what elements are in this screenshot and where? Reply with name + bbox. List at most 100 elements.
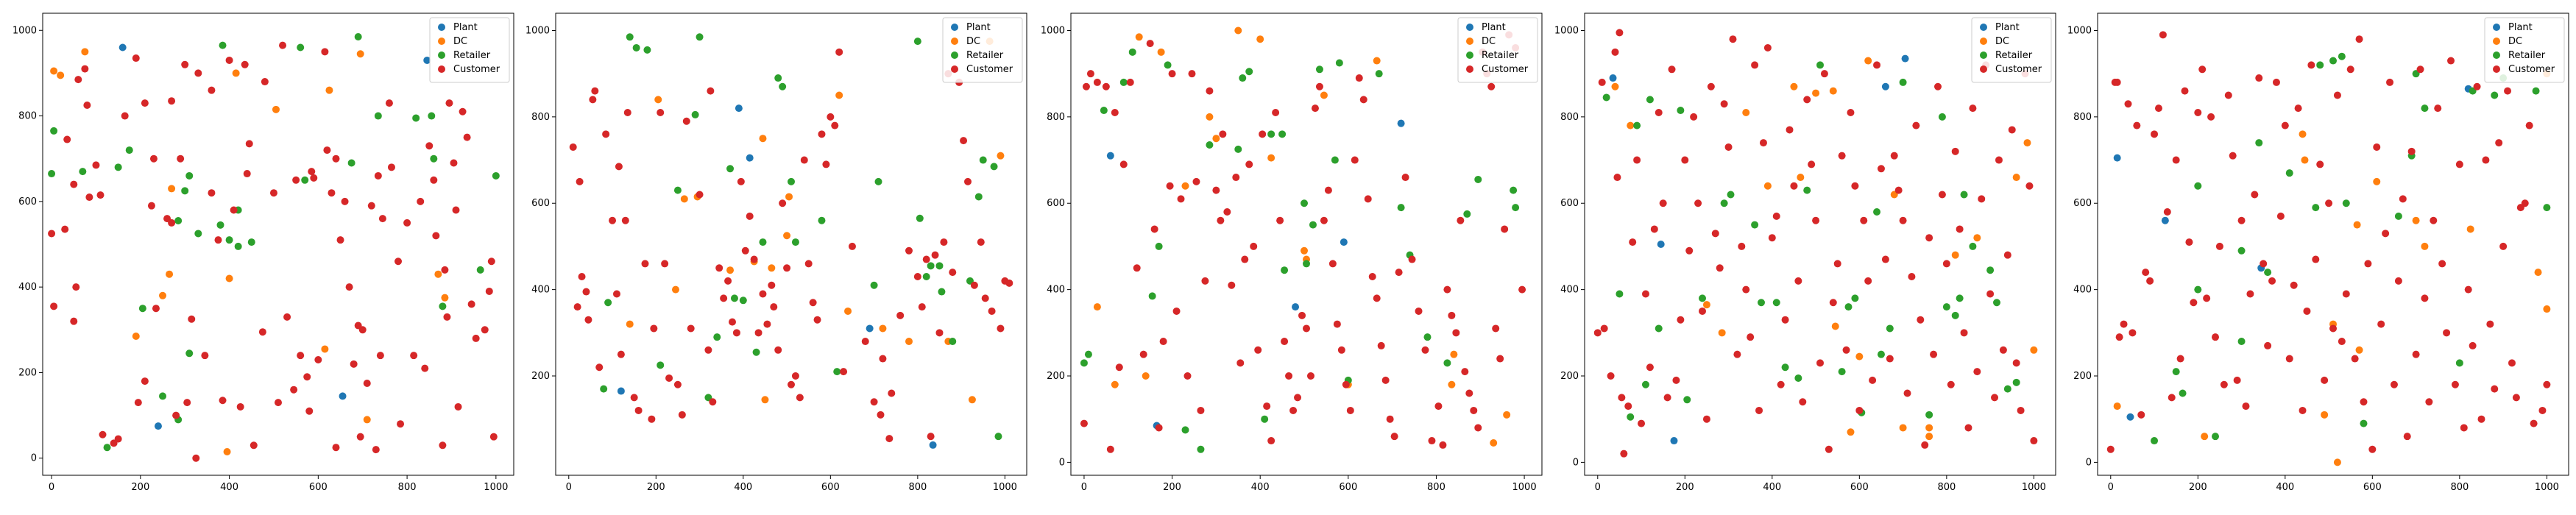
dc-point (2012, 174, 2020, 182)
customer-point (2120, 320, 2128, 328)
customer-point (1877, 165, 1885, 173)
x-tick-label: 400 (1763, 482, 1781, 493)
customer-point (770, 303, 778, 311)
dc-point (997, 152, 1005, 160)
retailer-point (1261, 415, 1269, 423)
retailer-point (1463, 210, 1471, 218)
retailer-point (774, 74, 782, 82)
y-tick-label: 0 (31, 453, 37, 464)
customer-point (1690, 113, 1698, 121)
retailer-point (1278, 130, 1287, 138)
customer-point (443, 313, 451, 321)
series-retailer (1080, 48, 1520, 453)
customer-point (1281, 338, 1289, 346)
customer-point (2272, 78, 2280, 86)
customer-point (704, 346, 712, 354)
customer-point (678, 411, 686, 419)
customer-point (99, 430, 107, 438)
customer-point (201, 352, 209, 360)
customer-point (410, 352, 418, 360)
series-dc (1093, 26, 1511, 447)
plant-point (746, 154, 754, 162)
customer-point (1111, 108, 1119, 116)
customer-point (425, 142, 434, 150)
customer-point (2491, 385, 2499, 393)
retailer-point (185, 171, 194, 180)
legend-marker-retailer (951, 52, 958, 59)
retailer-point (779, 82, 787, 90)
customer-point (1768, 234, 1776, 242)
retailer-point (2342, 199, 2350, 207)
y-tick-label: 1000 (1554, 25, 1579, 36)
retailer-point (1181, 426, 1189, 434)
customer-point (1115, 363, 1123, 372)
customer-point (1672, 376, 1680, 384)
series-retailer (48, 32, 500, 452)
y-tick-label: 800 (1560, 112, 1579, 123)
dc-point (1111, 380, 1119, 388)
y-tick-label: 400 (2073, 285, 2092, 296)
customer-point (1668, 65, 1676, 74)
customer-point (2290, 281, 2298, 289)
customer-point (1150, 225, 1158, 233)
retailer-point (1423, 333, 1432, 341)
retailer-point (818, 216, 826, 224)
plant-point (2113, 154, 2121, 162)
retailer-point (2455, 359, 2463, 367)
customer-point (177, 154, 185, 163)
customer-point (630, 394, 638, 402)
customer-point (1816, 359, 1824, 367)
customer-point (2268, 277, 2276, 285)
customer-point (835, 48, 843, 56)
retailer-point (2237, 338, 2246, 346)
plant-point (1340, 238, 1348, 246)
plot-frame (2097, 13, 2569, 476)
y-tick-label: 0 (1573, 457, 1579, 468)
customer-point (1707, 82, 1715, 90)
customer-point (250, 441, 258, 450)
customer-point (657, 108, 665, 116)
customer-point (214, 236, 222, 244)
customer-point (1729, 35, 1737, 43)
scatter-panel-2: 0 200 400 600 800 1000 200 400 600 800 1000 Plant DC… (526, 13, 1027, 493)
legend: Plant DC Retailer Customer (429, 17, 510, 83)
customer-point (2473, 82, 2481, 90)
customer-point (1646, 363, 1654, 372)
legend-label-customer: Customer (2508, 64, 2555, 75)
dc-point (1702, 301, 1710, 309)
customer-point (896, 311, 905, 319)
customer-point (1306, 372, 1314, 380)
legend: Plant DC Retailer Customer (942, 17, 1023, 83)
dc-point (1925, 433, 1933, 441)
retailer-point (114, 163, 122, 171)
customer-point (988, 307, 996, 315)
customer-point (2224, 91, 2232, 99)
customer-point (2508, 359, 2516, 367)
retailer-point (1281, 266, 1289, 274)
customer-point (385, 99, 393, 107)
customer-point (964, 177, 972, 185)
customer-point (707, 87, 715, 95)
customer-point (2469, 341, 2477, 349)
retailer-point (935, 262, 944, 270)
customer-point (754, 329, 762, 337)
y-tick-label: 0 (1059, 457, 1065, 468)
retailer-point (833, 368, 841, 376)
customer-point (2137, 411, 2145, 419)
customer-point (870, 398, 878, 406)
legend-marker-retailer (1980, 52, 1987, 59)
customer-point (1320, 216, 1328, 224)
customer-point (1833, 260, 1841, 268)
dc-point (1490, 438, 1498, 447)
retailer-point (1646, 96, 1654, 104)
customer-point (485, 287, 493, 295)
dc-point (132, 333, 140, 341)
retailer-point (439, 302, 447, 310)
customer-point (1694, 199, 1702, 207)
customer-point (2373, 143, 2381, 151)
customer-point (2486, 320, 2494, 328)
customer-point (2342, 290, 2350, 298)
dc-point (1951, 251, 1959, 259)
customer-point (2543, 380, 2551, 388)
series-customer (2106, 31, 2551, 453)
